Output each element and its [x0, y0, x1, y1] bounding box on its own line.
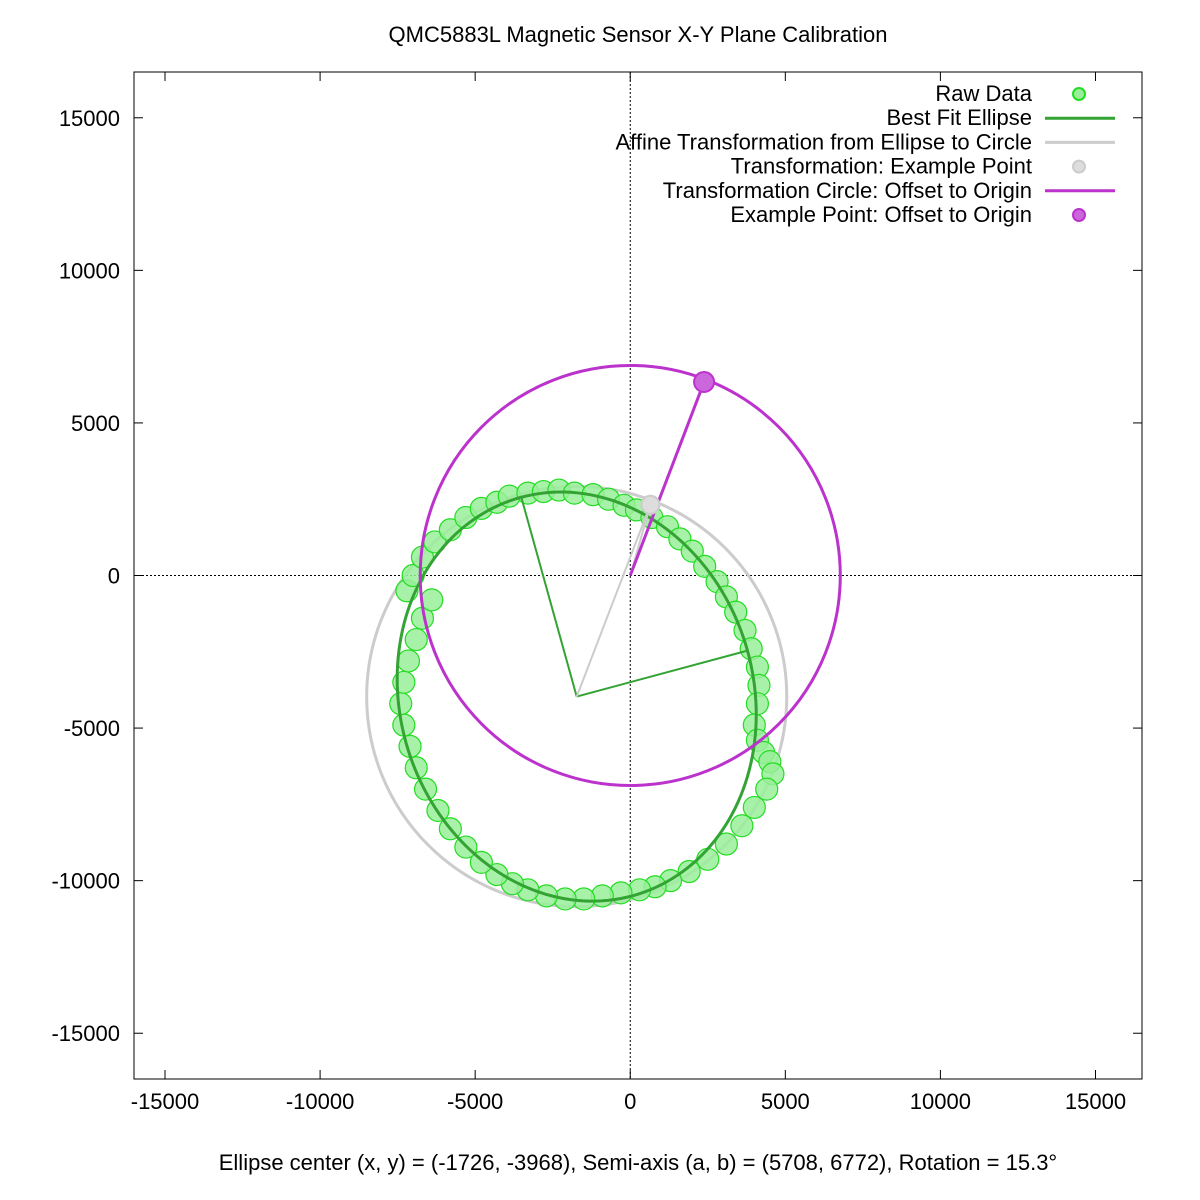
legend-point-swatch	[1072, 159, 1086, 174]
x-tick-label: -10000	[286, 1089, 355, 1114]
y-tick-label: 10000	[59, 258, 120, 283]
raw-data-point	[677, 859, 701, 884]
best-fit-ellipse	[395, 490, 758, 903]
offset-vector	[628, 381, 706, 577]
ellipse-semi-axis-a	[576, 649, 748, 698]
x-tick-label: -5000	[447, 1089, 503, 1114]
axes: -15000 -10000 -5000 0 5000 10000 15000 -15000 -1…	[51, 71, 1143, 1114]
x-tick-label: 15000	[1065, 1089, 1126, 1114]
raw-data-point	[714, 832, 738, 856]
transformation-example-point	[640, 494, 661, 515]
x-tick-label: 10000	[910, 1089, 971, 1114]
raw-data-point	[696, 847, 720, 871]
legend-label: Transformation: Example Point	[731, 154, 1032, 179]
raw-data-point	[755, 777, 779, 801]
x-axis-label: Ellipse center (x, y) = (-1726, -3968), …	[219, 1150, 1057, 1175]
y-tick-label: -10000	[51, 869, 120, 894]
legend-point-swatch	[1072, 87, 1086, 101]
ellipse-semi-axis-b	[520, 496, 578, 697]
legend-label: Best Fit Ellipse	[887, 105, 1033, 130]
raw-data-point	[404, 756, 428, 780]
legend-label: Affine Transformation from Ellipse to Ci…	[615, 129, 1032, 154]
legend-label: Transformation Circle: Offset to Origin	[663, 178, 1032, 203]
legend-label: Example Point: Offset to Origin	[730, 202, 1032, 227]
raw-data-point	[730, 814, 754, 838]
legend-label: Raw Data	[935, 81, 1032, 106]
legend-point-swatch	[1072, 208, 1086, 222]
raw-data-point	[396, 649, 421, 673]
data-layer	[365, 363, 842, 911]
x-tick-label: -15000	[131, 1089, 200, 1114]
y-tick-label: 5000	[71, 411, 120, 436]
y-tick-label: -5000	[64, 716, 120, 741]
chart-title: QMC5883L Magnetic Sensor X-Y Plane Calib…	[389, 22, 888, 47]
origin-circle	[418, 363, 842, 788]
transformation-vector	[575, 504, 652, 697]
y-tick-label: 0	[108, 564, 120, 589]
x-tick-label: 0	[624, 1089, 636, 1114]
x-tick-label: 5000	[761, 1089, 810, 1114]
raw-data-point	[404, 627, 428, 652]
y-tick-label: -15000	[51, 1021, 120, 1046]
y-tick-label: 15000	[59, 106, 120, 131]
offset-example-point	[693, 371, 716, 394]
raw-data-point	[742, 795, 766, 820]
